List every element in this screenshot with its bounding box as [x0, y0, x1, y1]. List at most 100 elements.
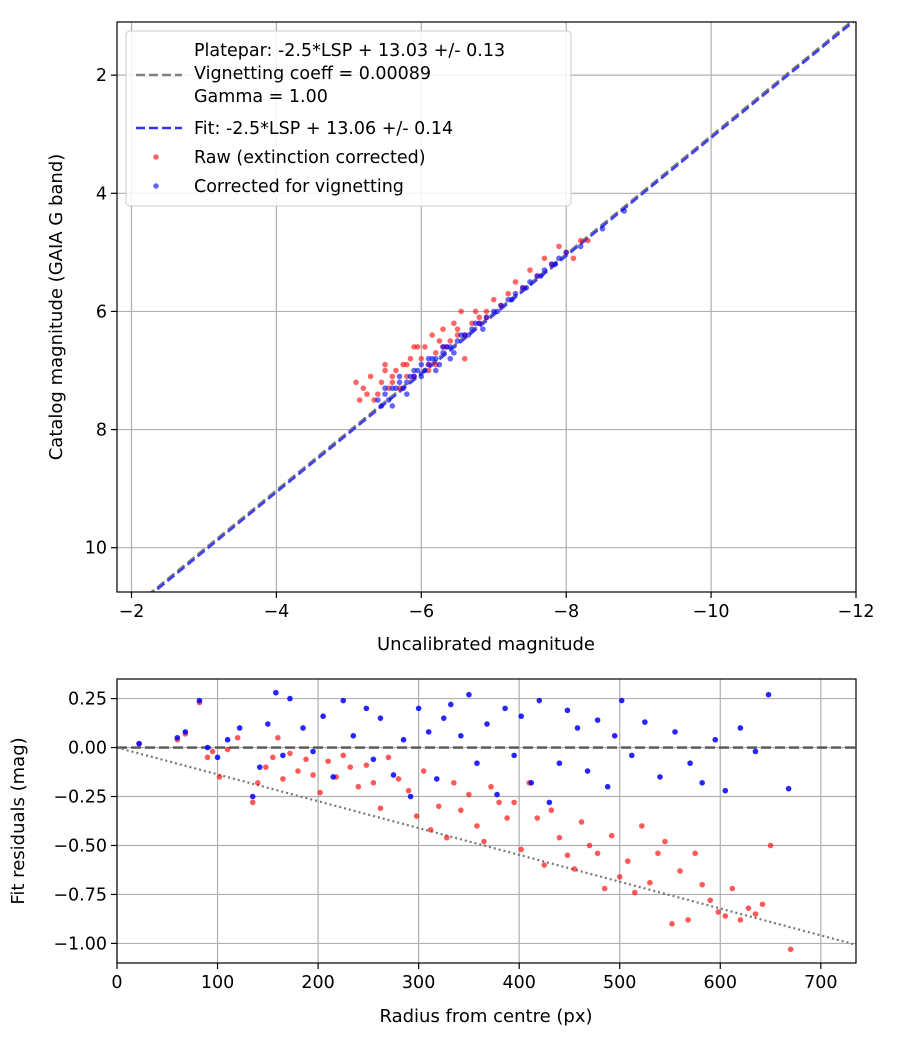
corrected-residual-point: [265, 721, 271, 727]
raw-point: [378, 379, 385, 386]
y-tick-label: −0.50: [53, 836, 107, 856]
x-tick-label: −2: [119, 602, 145, 622]
raw-residual-point: [692, 850, 698, 857]
raw-residual-point: [209, 748, 216, 755]
corrected-residual-point: [474, 760, 480, 767]
corrected-point: [404, 379, 410, 386]
raw-point: [393, 367, 399, 374]
corrected-point: [563, 249, 569, 256]
corrected-point: [414, 367, 421, 374]
bottom-y-ticks: 0.25 0.00 −0.25 −0.50 −0.75 −1.00: [53, 690, 117, 954]
x-tick-label: 300: [402, 973, 435, 993]
corrected-point: [523, 285, 530, 291]
corrected-point: [509, 296, 515, 303]
corrected-residual-point: [340, 697, 347, 704]
x-tick-label: −12: [838, 602, 875, 622]
corrected-residual-point: [502, 705, 508, 712]
corrected-point: [393, 385, 399, 392]
corrected-residual-point: [249, 793, 256, 800]
corrected-residual-point: [433, 776, 440, 782]
y-tick-label: 6: [96, 302, 107, 322]
raw-residual-point: [224, 746, 231, 753]
raw-residual-point: [647, 879, 653, 886]
corrected-residual-point: [594, 717, 601, 723]
corrected-residual-point: [214, 754, 221, 761]
corrected-point: [483, 314, 490, 321]
corrected-point: [556, 255, 562, 262]
raw-residual-point: [745, 905, 752, 911]
x-tick-label: 100: [201, 973, 234, 993]
raw-residual-point: [548, 807, 555, 814]
raw-residual-point: [340, 752, 347, 759]
y-tick-label: 2: [96, 66, 107, 86]
raw-point: [490, 296, 497, 303]
corrected-residual-point: [182, 729, 189, 735]
raw-point: [454, 326, 461, 332]
raw-residual-point: [395, 776, 402, 782]
raw-residual-point: [234, 734, 241, 741]
corrected-point: [404, 391, 410, 397]
bottom-reference-lines: [117, 746, 856, 946]
corrected-residual-point: [494, 791, 500, 798]
x-tick-label: 200: [301, 973, 334, 993]
raw-point: [367, 373, 374, 380]
raw-residual-point: [488, 783, 494, 790]
raw-point: [512, 279, 519, 285]
corrected-residual-point: [407, 793, 414, 800]
corrected-residual-point: [415, 705, 422, 712]
top-y-ticks: 2 4 6 8 10: [85, 66, 117, 559]
corrected-point: [472, 320, 479, 327]
raw-residual-point: [347, 764, 354, 770]
top-y-axis-label: Catalog magnitude (GAIA G band): [46, 154, 67, 461]
raw-residual-point: [759, 901, 766, 908]
raw-residual-point: [564, 852, 571, 859]
raw-residual-point: [310, 772, 316, 778]
raw-residual-point: [685, 917, 691, 923]
raw-point: [389, 379, 396, 386]
corrected-residual-point: [518, 713, 524, 720]
corrected-point: [538, 273, 544, 279]
raw-point: [451, 320, 457, 327]
raw-residual-point: [216, 774, 223, 780]
corrected-residual-point: [765, 691, 772, 698]
raw-residual-point: [363, 762, 370, 768]
raw-residual-point: [270, 754, 276, 761]
bottom-axes-frame: [116, 678, 857, 964]
raw-point: [375, 391, 381, 397]
raw-point: [400, 361, 406, 368]
corrected-point: [418, 373, 425, 380]
corrected-point: [425, 355, 432, 362]
raw-residual-point: [249, 799, 256, 806]
raw-residual-point: [504, 815, 510, 821]
corrected-point: [411, 373, 417, 380]
raw-residual-point: [571, 866, 578, 872]
corrected-residual-point: [699, 780, 705, 786]
corrected-point: [396, 379, 403, 386]
corrected-residual-point: [204, 744, 211, 751]
corrected-residual-point: [528, 780, 535, 786]
raw-residual-point: [541, 862, 548, 868]
corrected-residual-point: [511, 752, 517, 759]
bottom-x-axis-label: Radius from centre (px): [379, 1006, 592, 1027]
corrected-residual-point: [330, 774, 336, 780]
raw-point: [472, 308, 479, 315]
raw-residual-point: [616, 874, 623, 880]
bottom-chart-panel: 0 100 200 300 400 500 600 700 0.25 0.00 −0.25 −0.5…: [8, 678, 857, 1027]
bottom-y-axis-label: Fit residuals (mag): [8, 737, 29, 904]
corrected-residual-point: [310, 748, 316, 755]
corrected-residual-point: [136, 740, 142, 747]
corrected-point: [458, 332, 464, 338]
corrected-residual-point: [273, 689, 279, 696]
corrected-residual-point: [546, 799, 553, 806]
legend-corrected-marker: [153, 183, 159, 189]
raw-residual-point: [511, 799, 517, 806]
raw-point: [527, 267, 533, 273]
corrected-residual-point: [752, 748, 759, 755]
top-x-ticks: −2 −4 −6 −8 −10 −12: [119, 592, 875, 622]
raw-residual-point: [586, 842, 593, 849]
corrected-residual-point: [350, 733, 357, 739]
raw-point: [382, 361, 388, 368]
raw-residual-point: [280, 776, 286, 782]
raw-residual-point: [632, 889, 638, 896]
corrected-point: [577, 243, 584, 250]
